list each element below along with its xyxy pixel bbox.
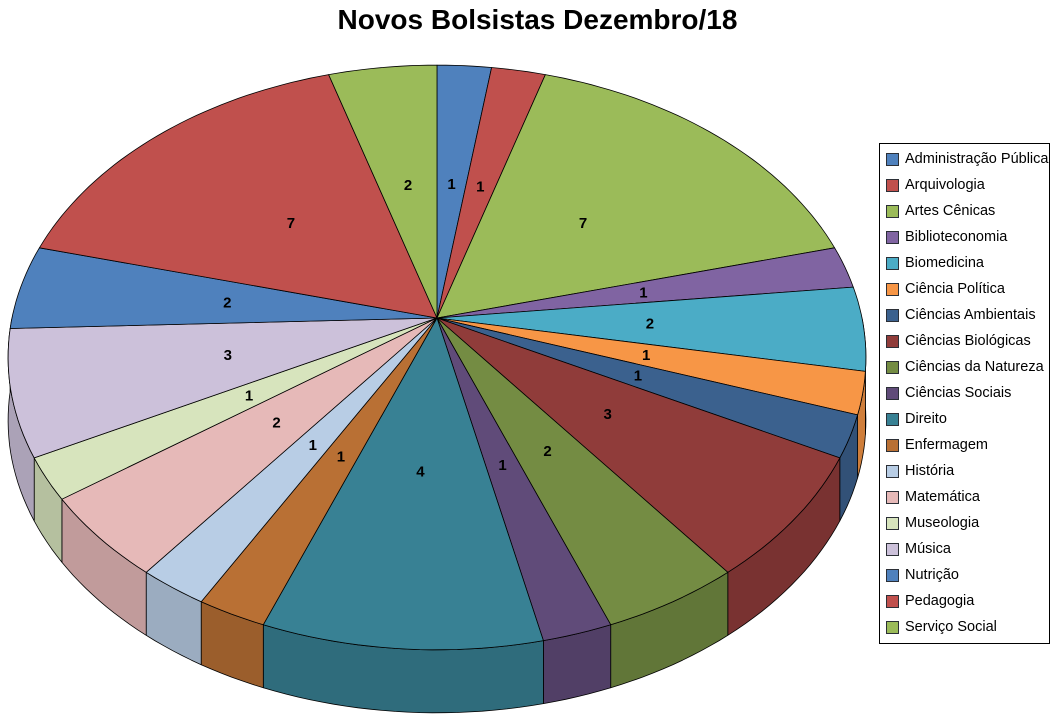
legend-item-musica[interactable]: Música [886,542,1049,557]
data-label-ciencias-biologicas: 3 [604,406,612,423]
data-label-direito: 4 [416,463,425,480]
data-label-museologia: 1 [245,388,253,405]
legend-item-pedagogia[interactable]: Pedagogia [886,594,1049,609]
legend-swatch-icon [886,569,899,582]
legend-swatch-icon [886,178,899,192]
data-label-artes-cenicas: 7 [579,215,587,232]
pie-slice-musica[interactable] [7,317,438,459]
chart-title: Novos Bolsistas Dezembro/18 [337,4,738,35]
legend-label: Biomedicina [905,255,984,272]
data-label-musica: 3 [224,347,232,364]
data-label-administracao-publica: 1 [447,176,455,193]
legend-label: Ciências Ambientais [905,307,1036,324]
legend-swatch-icon [886,334,899,348]
legend-item-artes-cenicas[interactable]: Artes Cênicas [886,204,1049,219]
legend-label: História [905,463,955,480]
legend-swatch-icon [886,464,899,478]
data-label-pedagogia: 7 [287,215,295,232]
legend-item-matematica[interactable]: Matemática [886,490,1049,505]
legend-swatch-icon [886,230,899,244]
legend-swatch-icon [886,412,899,426]
pie-slice-ciencia-politica[interactable] [436,317,866,416]
legend-item-enfermagem[interactable]: Enfermagem [886,438,1049,453]
data-label-biomedicina: 2 [646,315,654,332]
legend-label: Pedagogia [905,593,975,610]
legend-label: Ciências Sociais [905,385,1012,402]
pie-slice-ciencias-sociais[interactable] [436,317,612,641]
legend-label: Enfermagem [905,437,989,454]
legend-label: Ciência Política [905,281,1005,298]
data-label-historia: 1 [309,437,317,454]
pie-slice-arquivologia[interactable] [436,67,546,319]
legend-label: Biblioteconomia [905,229,1008,246]
legend-label: Administração Pública [905,151,1049,167]
legend-item-ciencias-biologicas[interactable]: Ciências Biológicas [886,334,1049,349]
legend-label: Direito [905,411,947,428]
data-label-enfermagem: 1 [337,448,345,465]
pie-slice-ciencias-ambientais[interactable] [436,317,858,459]
legend-swatch-icon [886,360,899,374]
pie-slice-matematica[interactable] [61,317,438,573]
data-label-ciencias-ambientais: 1 [634,368,642,385]
legend-swatch-icon [886,621,899,635]
legend-swatch-icon [886,490,899,504]
pie-slice-historia[interactable] [145,317,438,603]
legend-item-biomedicina[interactable]: Biomedicina [886,256,1049,271]
legend-item-historia[interactable]: História [886,464,1049,479]
legend-swatch-icon [886,204,899,218]
legend-swatch-icon [886,308,899,322]
legend-item-ciencia-politica[interactable]: Ciência Política [886,282,1049,297]
legend-label: Ciências da Natureza [905,359,1044,376]
legend-swatch-icon [886,595,899,609]
pie-slice-nutricao[interactable] [9,247,438,329]
legend-swatch-icon [886,438,899,452]
legend-label: Arquivologia [905,177,985,194]
legend-swatch-icon [886,152,899,166]
legend-item-ciencias-ambientais[interactable]: Ciências Ambientais [886,308,1049,323]
legend: Administração Pública Arquivologia Artes C… [879,143,1050,644]
data-label-arquivologia: 1 [476,179,484,196]
legend-label: Música [905,541,951,558]
pie-slice-direito[interactable] [262,317,544,651]
legend-swatch-icon [886,386,899,400]
data-label-ciencias-sociais: 1 [498,457,506,474]
legend-swatch-icon [886,282,899,296]
legend-item-arquivologia[interactable]: Arquivologia [886,178,1049,193]
data-label-ciencias-da-natureza: 2 [543,443,551,460]
data-label-ciencia-politica: 1 [642,347,650,364]
legend-item-ciencias-sociais[interactable]: Ciências Sociais [886,386,1049,401]
pie-slice-ciencias-da-natureza[interactable] [436,317,729,626]
pie-slice-biblioteconomia[interactable] [436,247,854,319]
data-label-matematica: 2 [272,415,280,432]
legend-item-administracao-publica[interactable]: Administração Pública [886,152,1049,167]
legend-label: Matemática [905,489,980,506]
pie-slice-pedagogia[interactable] [39,74,438,319]
pie-slice-artes-cenicas[interactable] [436,74,835,319]
pie-slice-museologia[interactable] [33,317,438,500]
data-label-servico-social: 2 [404,177,412,194]
legend-item-biblioteconomia[interactable]: Biblioteconomia [886,230,1049,245]
data-label-nutricao: 2 [223,294,231,311]
legend-item-nutricao[interactable]: Nutrição [886,568,1049,583]
legend-swatch-icon [886,516,899,530]
legend-item-ciencias-da-natureza[interactable]: Ciências da Natureza [886,360,1049,375]
legend-swatch-icon [886,542,899,556]
pie-slice-enfermagem[interactable] [200,317,438,626]
legend-label: Nutrição [905,567,959,584]
legend-label: Artes Cênicas [905,203,996,220]
legend-item-direito[interactable]: Direito [886,412,1049,427]
pie-slice-ciencias-biologicas[interactable] [436,317,841,573]
legend-item-museologia[interactable]: Museologia [886,516,1049,531]
pie-slice-servico-social[interactable] [328,64,438,319]
legend-label: Ciências Biológicas [905,333,1031,350]
pie-slice-biomedicina[interactable] [436,286,867,372]
legend-label: Serviço Social [905,619,997,636]
legend-label: Museologia [905,515,980,532]
legend-swatch-icon [886,256,899,270]
data-label-biblioteconomia: 1 [639,284,647,301]
legend-item-servico-social[interactable]: Serviço Social [886,620,1049,635]
